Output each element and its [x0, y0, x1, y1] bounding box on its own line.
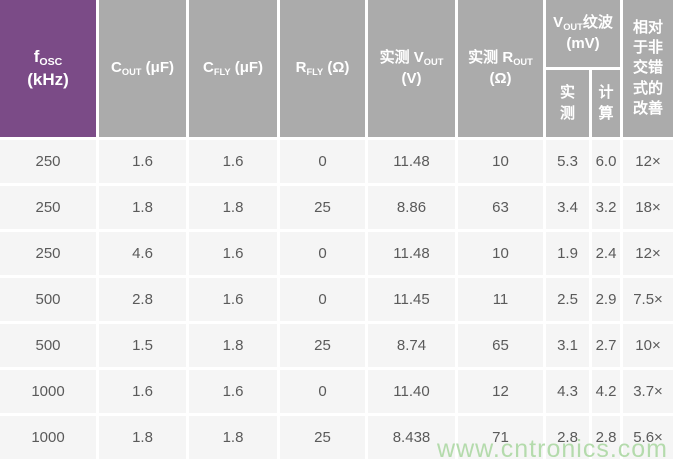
- table-cell: 2.8: [592, 416, 620, 459]
- table-cell: 11.48: [368, 232, 455, 275]
- table-cell: 1.5: [99, 324, 186, 367]
- table-cell: 8.438: [368, 416, 455, 459]
- header-ripple-label: VOUT纹波 (mV): [553, 14, 613, 52]
- header-rout-line1: 实测 ROUT: [468, 49, 533, 68]
- table-cell: 12×: [623, 140, 673, 183]
- header-cout-label: COUT (μF): [111, 59, 174, 78]
- table-cell: 65: [458, 324, 543, 367]
- table-cell: 11.45: [368, 278, 455, 321]
- table-cell: 0: [280, 232, 365, 275]
- cout-subscript: OUT: [121, 67, 142, 78]
- table-cell: 1.8: [189, 416, 277, 459]
- header-vout-line1: 实测 VOUT: [379, 49, 444, 68]
- header-rout-measured: 实测 ROUT (Ω): [458, 0, 543, 137]
- header-cfly: CFLY (μF): [189, 0, 277, 137]
- table-cell: 2.7: [592, 324, 620, 367]
- table-cell: 63: [458, 186, 543, 229]
- table-cell: 25: [280, 416, 365, 459]
- header-improvement: 相对 于非 交错 式的 改善: [623, 0, 673, 137]
- header-fosc-line1: fOSC: [33, 46, 63, 68]
- table-cell: 8.74: [368, 324, 455, 367]
- table-cell: 1.9: [546, 232, 589, 275]
- table-cell: 8.86: [368, 186, 455, 229]
- table-cell: 500: [0, 278, 96, 321]
- table-cell: 2.8: [99, 278, 186, 321]
- table-cell: 2.9: [592, 278, 620, 321]
- rout-subscript: OUT: [513, 57, 533, 68]
- table-cell: 7.5×: [623, 278, 673, 321]
- table-header: fOSC (kHz) COUT (μF) CFLY (μF) RFLY (Ω) …: [0, 0, 674, 137]
- table-cell: 11.40: [368, 370, 455, 413]
- table-cell: 1000: [0, 370, 96, 413]
- header-vout-line2: (V): [401, 69, 422, 87]
- table-cell: 0: [280, 278, 365, 321]
- table-cell: 1.6: [189, 370, 277, 413]
- table-cell: 1.6: [189, 140, 277, 183]
- table-cell: 250: [0, 186, 96, 229]
- table-cell: 10: [458, 140, 543, 183]
- table-cell: 1000: [0, 416, 96, 459]
- table-cell: 250: [0, 232, 96, 275]
- table-cell: 0: [280, 370, 365, 413]
- table-cell: 11: [458, 278, 543, 321]
- header-ripple-calculated: 计 算: [592, 70, 620, 137]
- table-cell: 18×: [623, 186, 673, 229]
- table-cell: 71: [458, 416, 543, 459]
- header-ripple-measured: 实 测: [546, 70, 589, 137]
- table-cell: 3.4: [546, 186, 589, 229]
- table-body: 250 1.6 1.6 0 11.48 10 5.3 6.0 12× 250 1.8 1.8 25 8.8…: [0, 140, 674, 459]
- header-rfly-label: RFLY (Ω): [295, 59, 350, 78]
- table-cell: 4.2: [592, 370, 620, 413]
- table-cell: 11.48: [368, 140, 455, 183]
- fosc-subscript: OSC: [39, 55, 63, 68]
- header-rout-line2: (Ω): [489, 69, 512, 87]
- header-fosc-line2: (kHz): [27, 69, 69, 89]
- table-cell: 2.8: [546, 416, 589, 459]
- header-vout-ripple-group: VOUT纹波 (mV): [546, 0, 620, 67]
- table-cell: 1.8: [189, 186, 277, 229]
- table-cell: 3.1: [546, 324, 589, 367]
- table-cell: 500: [0, 324, 96, 367]
- table-cell: 250: [0, 140, 96, 183]
- rfly-subscript: FLY: [306, 67, 324, 78]
- table-cell: 12: [458, 370, 543, 413]
- table-cell: 4.6: [99, 232, 186, 275]
- table-cell: 2.4: [592, 232, 620, 275]
- table-cell: 1.6: [99, 370, 186, 413]
- table-cell: 1.6: [99, 140, 186, 183]
- table-cell: 1.6: [189, 278, 277, 321]
- table-cell: 12×: [623, 232, 673, 275]
- vout-subscript: OUT: [423, 57, 444, 68]
- table-cell: 3.2: [592, 186, 620, 229]
- header-cout: COUT (μF): [99, 0, 186, 137]
- header-vout-measured: 实测 VOUT (V): [368, 0, 455, 137]
- table-cell: 25: [280, 186, 365, 229]
- table-cell: 2.5: [546, 278, 589, 321]
- header-fosc: fOSC (kHz): [0, 0, 96, 137]
- table-cell: 6.0: [592, 140, 620, 183]
- table-cell: 1.6: [189, 232, 277, 275]
- table-cell: 1.8: [99, 416, 186, 459]
- header-cfly-label: CFLY (μF): [202, 59, 264, 78]
- table-cell: 10×: [623, 324, 673, 367]
- table-cell: 1.8: [99, 186, 186, 229]
- table-cell: 5.6×: [623, 416, 673, 459]
- table-cell: 4.3: [546, 370, 589, 413]
- table-cell: 10: [458, 232, 543, 275]
- table-cell: 25: [280, 324, 365, 367]
- table-cell: 0: [280, 140, 365, 183]
- table-cell: 5.3: [546, 140, 589, 183]
- table-cell: 1.8: [189, 324, 277, 367]
- table-cell: 3.7×: [623, 370, 673, 413]
- ripple-vout-subscript: OUT: [563, 22, 583, 33]
- header-rfly: RFLY (Ω): [280, 0, 365, 137]
- cfly-subscript: FLY: [213, 67, 231, 78]
